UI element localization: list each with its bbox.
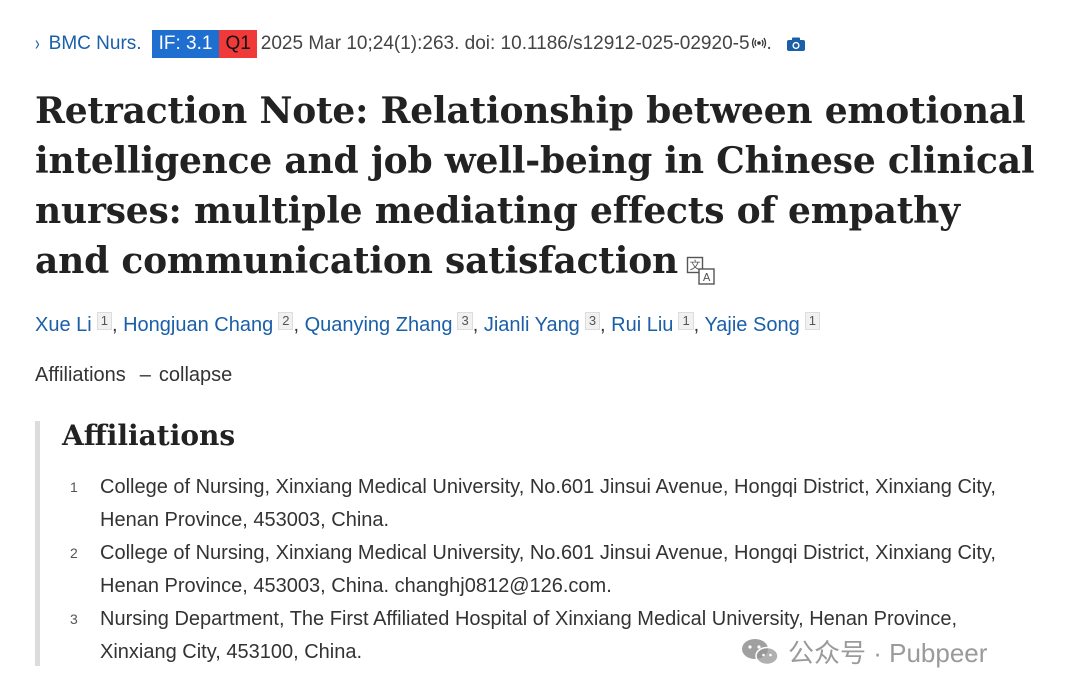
author-separator: , [472, 314, 479, 336]
chevron-right-icon[interactable]: › [35, 32, 40, 55]
affiliation-text: College of Nursing, Xinxiang Medical Uni… [100, 476, 996, 531]
author-item: Hongjuan Chang 2 [123, 312, 294, 336]
author-separator: , [111, 314, 118, 336]
affiliation-marker[interactable]: 2 [278, 312, 294, 330]
author-link[interactable]: Jianli Yang [483, 314, 580, 336]
author-separator: , [293, 314, 299, 336]
impact-factor-badge: IF: 3.1 [151, 30, 220, 58]
camera-icon[interactable] [786, 36, 806, 52]
affiliation-marker[interactable]: 1 [678, 312, 694, 330]
radio-signal-icon[interactable] [751, 37, 767, 52]
affiliation-marker[interactable]: 3 [584, 312, 601, 330]
citation-line: › BMC Nurs. IF: 3.1 Q1 2025 Mar 10;24(1)… [34, 30, 806, 58]
affiliation-text: Nursing Department, The First Affiliated… [100, 608, 958, 663]
citation-period: . [766, 33, 772, 54]
article-title: Retraction Note: Relationship between em… [35, 86, 1035, 286]
affiliations-toggle-label: Affiliations [35, 364, 126, 386]
article-title-text: Retraction Note: Relationship between em… [35, 90, 1035, 282]
affiliations-toggle[interactable]: Affiliations – collapse [35, 364, 232, 387]
affiliations-panel: Affiliations 1 College of Nursing, Xinxi… [35, 421, 1040, 666]
author-item: Yajie Song 1 [704, 312, 820, 336]
translate-icon[interactable]: 文 A [686, 249, 716, 285]
author-item: Xue Li 1 [35, 312, 112, 336]
journal-link[interactable]: BMC Nurs. [48, 33, 142, 54]
affiliation-marker[interactable]: 3 [457, 312, 473, 330]
author-item: Jianli Yang 3 [483, 312, 601, 336]
watermark-text: 公众号 · Pubpeer [788, 638, 988, 668]
affiliation-item: 1 College of Nursing, Xinxiang Medical U… [70, 471, 1030, 537]
collapse-dash-icon: – [139, 364, 151, 386]
affiliation-number: 1 [70, 479, 78, 495]
author-link[interactable]: Yajie Song [704, 314, 800, 336]
citation-text: 2025 Mar 10;24(1):263. doi: 10.1186/s129… [260, 33, 750, 54]
svg-text:A: A [703, 271, 711, 284]
affiliation-item: 3 Nursing Department, The First Affiliat… [70, 603, 1030, 669]
author-item: Quanying Zhang 3 [304, 312, 473, 336]
affiliation-marker[interactable]: 1 [96, 312, 112, 330]
watermark: 公众号 · Pubpeer [740, 633, 987, 670]
affiliation-number: 3 [70, 611, 78, 627]
affiliations-heading: Affiliations [62, 419, 236, 452]
author-separator: , [693, 314, 700, 336]
quartile-badge: Q1 [219, 30, 257, 58]
svg-text:文: 文 [690, 258, 701, 272]
author-separator: , [600, 314, 606, 336]
author-link[interactable]: Quanying Zhang [304, 314, 453, 336]
affiliation-text: College of Nursing, Xinxiang Medical Uni… [100, 542, 996, 597]
author-link[interactable]: Xue Li [35, 314, 92, 336]
author-list: Xue Li 1, Hongjuan Chang 2, Quanying Zhang… [35, 312, 820, 337]
affiliation-number: 2 [70, 545, 78, 561]
wechat-logo-icon [740, 637, 780, 667]
author-link[interactable]: Hongjuan Chang [123, 314, 274, 336]
author-item: Rui Liu 1 [611, 312, 694, 336]
affiliations-list: 1 College of Nursing, Xinxiang Medical U… [70, 471, 1030, 669]
collapse-link[interactable]: collapse [158, 364, 233, 386]
affiliation-marker[interactable]: 1 [804, 312, 820, 330]
author-link[interactable]: Rui Liu [611, 314, 674, 336]
affiliation-item: 2 College of Nursing, Xinxiang Medical U… [70, 537, 1030, 603]
